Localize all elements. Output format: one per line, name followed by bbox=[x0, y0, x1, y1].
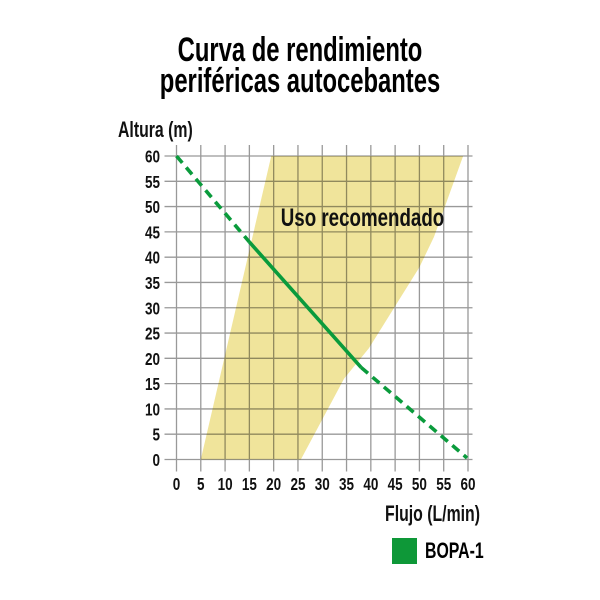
svg-text:40: 40 bbox=[145, 249, 160, 268]
x-tick-label: 25 bbox=[290, 475, 305, 494]
y-tick-label: 45 bbox=[145, 224, 160, 243]
svg-text:10: 10 bbox=[145, 401, 160, 420]
page-title-line2: periféricas autocebantes bbox=[159, 62, 441, 100]
svg-text:30: 30 bbox=[315, 475, 330, 494]
svg-text:50: 50 bbox=[412, 475, 427, 494]
svg-text:60: 60 bbox=[145, 148, 160, 167]
tick-labels-layer: 0 5 10 15 20 25 30 35 40 45 50 55 600510152025303540… bbox=[145, 148, 476, 495]
svg-text:55: 55 bbox=[436, 475, 451, 494]
y-tick-label: 50 bbox=[145, 198, 160, 217]
svg-text:35: 35 bbox=[145, 274, 160, 293]
svg-text:25: 25 bbox=[145, 325, 160, 344]
y-axis-title: Altura (m) bbox=[118, 119, 193, 143]
y-tick-label: 0 bbox=[152, 451, 160, 470]
svg-text:15: 15 bbox=[145, 375, 160, 394]
svg-text:45: 45 bbox=[145, 224, 160, 243]
legend: BOPA-1 bbox=[392, 538, 507, 564]
svg-text:30: 30 bbox=[145, 300, 160, 319]
x-tick-label: 60 bbox=[460, 475, 475, 494]
x-tick-label: 10 bbox=[218, 475, 233, 494]
x-tick-label: 20 bbox=[266, 475, 281, 494]
y-tick-label: 10 bbox=[145, 401, 160, 420]
x-tick-label: 55 bbox=[436, 475, 451, 494]
y-tick-label: 35 bbox=[145, 274, 160, 293]
y-tick-label: 5 bbox=[152, 426, 160, 445]
x-tick-label: 15 bbox=[242, 475, 257, 494]
legend-swatch-bopa-1 bbox=[392, 538, 417, 564]
svg-text:Altura (m): Altura (m) bbox=[118, 119, 193, 143]
x-tick-label: 40 bbox=[363, 475, 378, 494]
x-tick-label: 50 bbox=[412, 475, 427, 494]
svg-text:55: 55 bbox=[145, 173, 160, 192]
y-tick-label: 55 bbox=[145, 173, 160, 192]
x-tick-label: 0 bbox=[173, 475, 181, 494]
pump-curve-dashed-segment bbox=[359, 366, 469, 460]
x-axis-title: Flujo (L/min) bbox=[385, 503, 480, 527]
svg-text:5: 5 bbox=[197, 475, 205, 494]
pump-curve-solid-segment bbox=[248, 240, 363, 369]
svg-text:Flujo (L/min): Flujo (L/min) bbox=[385, 503, 480, 527]
recommended-region-label: Uso recomendado bbox=[281, 203, 444, 231]
svg-text:20: 20 bbox=[145, 350, 160, 369]
svg-text:35: 35 bbox=[339, 475, 354, 494]
svg-text:40: 40 bbox=[363, 475, 378, 494]
x-tick-label: 5 bbox=[197, 475, 205, 494]
y-tick-label: 40 bbox=[145, 249, 160, 268]
grid-layer bbox=[164, 145, 473, 472]
svg-text:15: 15 bbox=[242, 475, 257, 494]
pump-curve-layer bbox=[175, 154, 469, 460]
y-tick-label: 30 bbox=[145, 300, 160, 319]
svg-text:20: 20 bbox=[266, 475, 281, 494]
svg-text:Uso recomendado: Uso recomendado bbox=[281, 203, 444, 231]
pump-curve-dashed-segment bbox=[175, 154, 251, 244]
svg-text:5: 5 bbox=[152, 426, 160, 445]
page-title-line1: Curva de rendimiento bbox=[177, 31, 423, 69]
y-tick-label: 25 bbox=[145, 325, 160, 344]
x-tick-label: 30 bbox=[315, 475, 330, 494]
svg-text:60: 60 bbox=[460, 475, 475, 494]
svg-text:25: 25 bbox=[290, 475, 305, 494]
x-tick-label: 45 bbox=[388, 475, 403, 494]
legend-label-bopa-1: BOPA-1 bbox=[425, 538, 484, 563]
y-tick-label: 20 bbox=[145, 350, 160, 369]
page-title: Curva de rendimiento periféricas autoceb… bbox=[90, 31, 510, 100]
svg-text:0: 0 bbox=[173, 475, 181, 494]
svg-text:0: 0 bbox=[152, 451, 160, 470]
y-tick-label: 60 bbox=[145, 148, 160, 167]
svg-text:45: 45 bbox=[388, 475, 403, 494]
svg-text:50: 50 bbox=[145, 198, 160, 217]
y-tick-label: 15 bbox=[145, 375, 160, 394]
svg-text:10: 10 bbox=[218, 475, 233, 494]
x-tick-label: 35 bbox=[339, 475, 354, 494]
